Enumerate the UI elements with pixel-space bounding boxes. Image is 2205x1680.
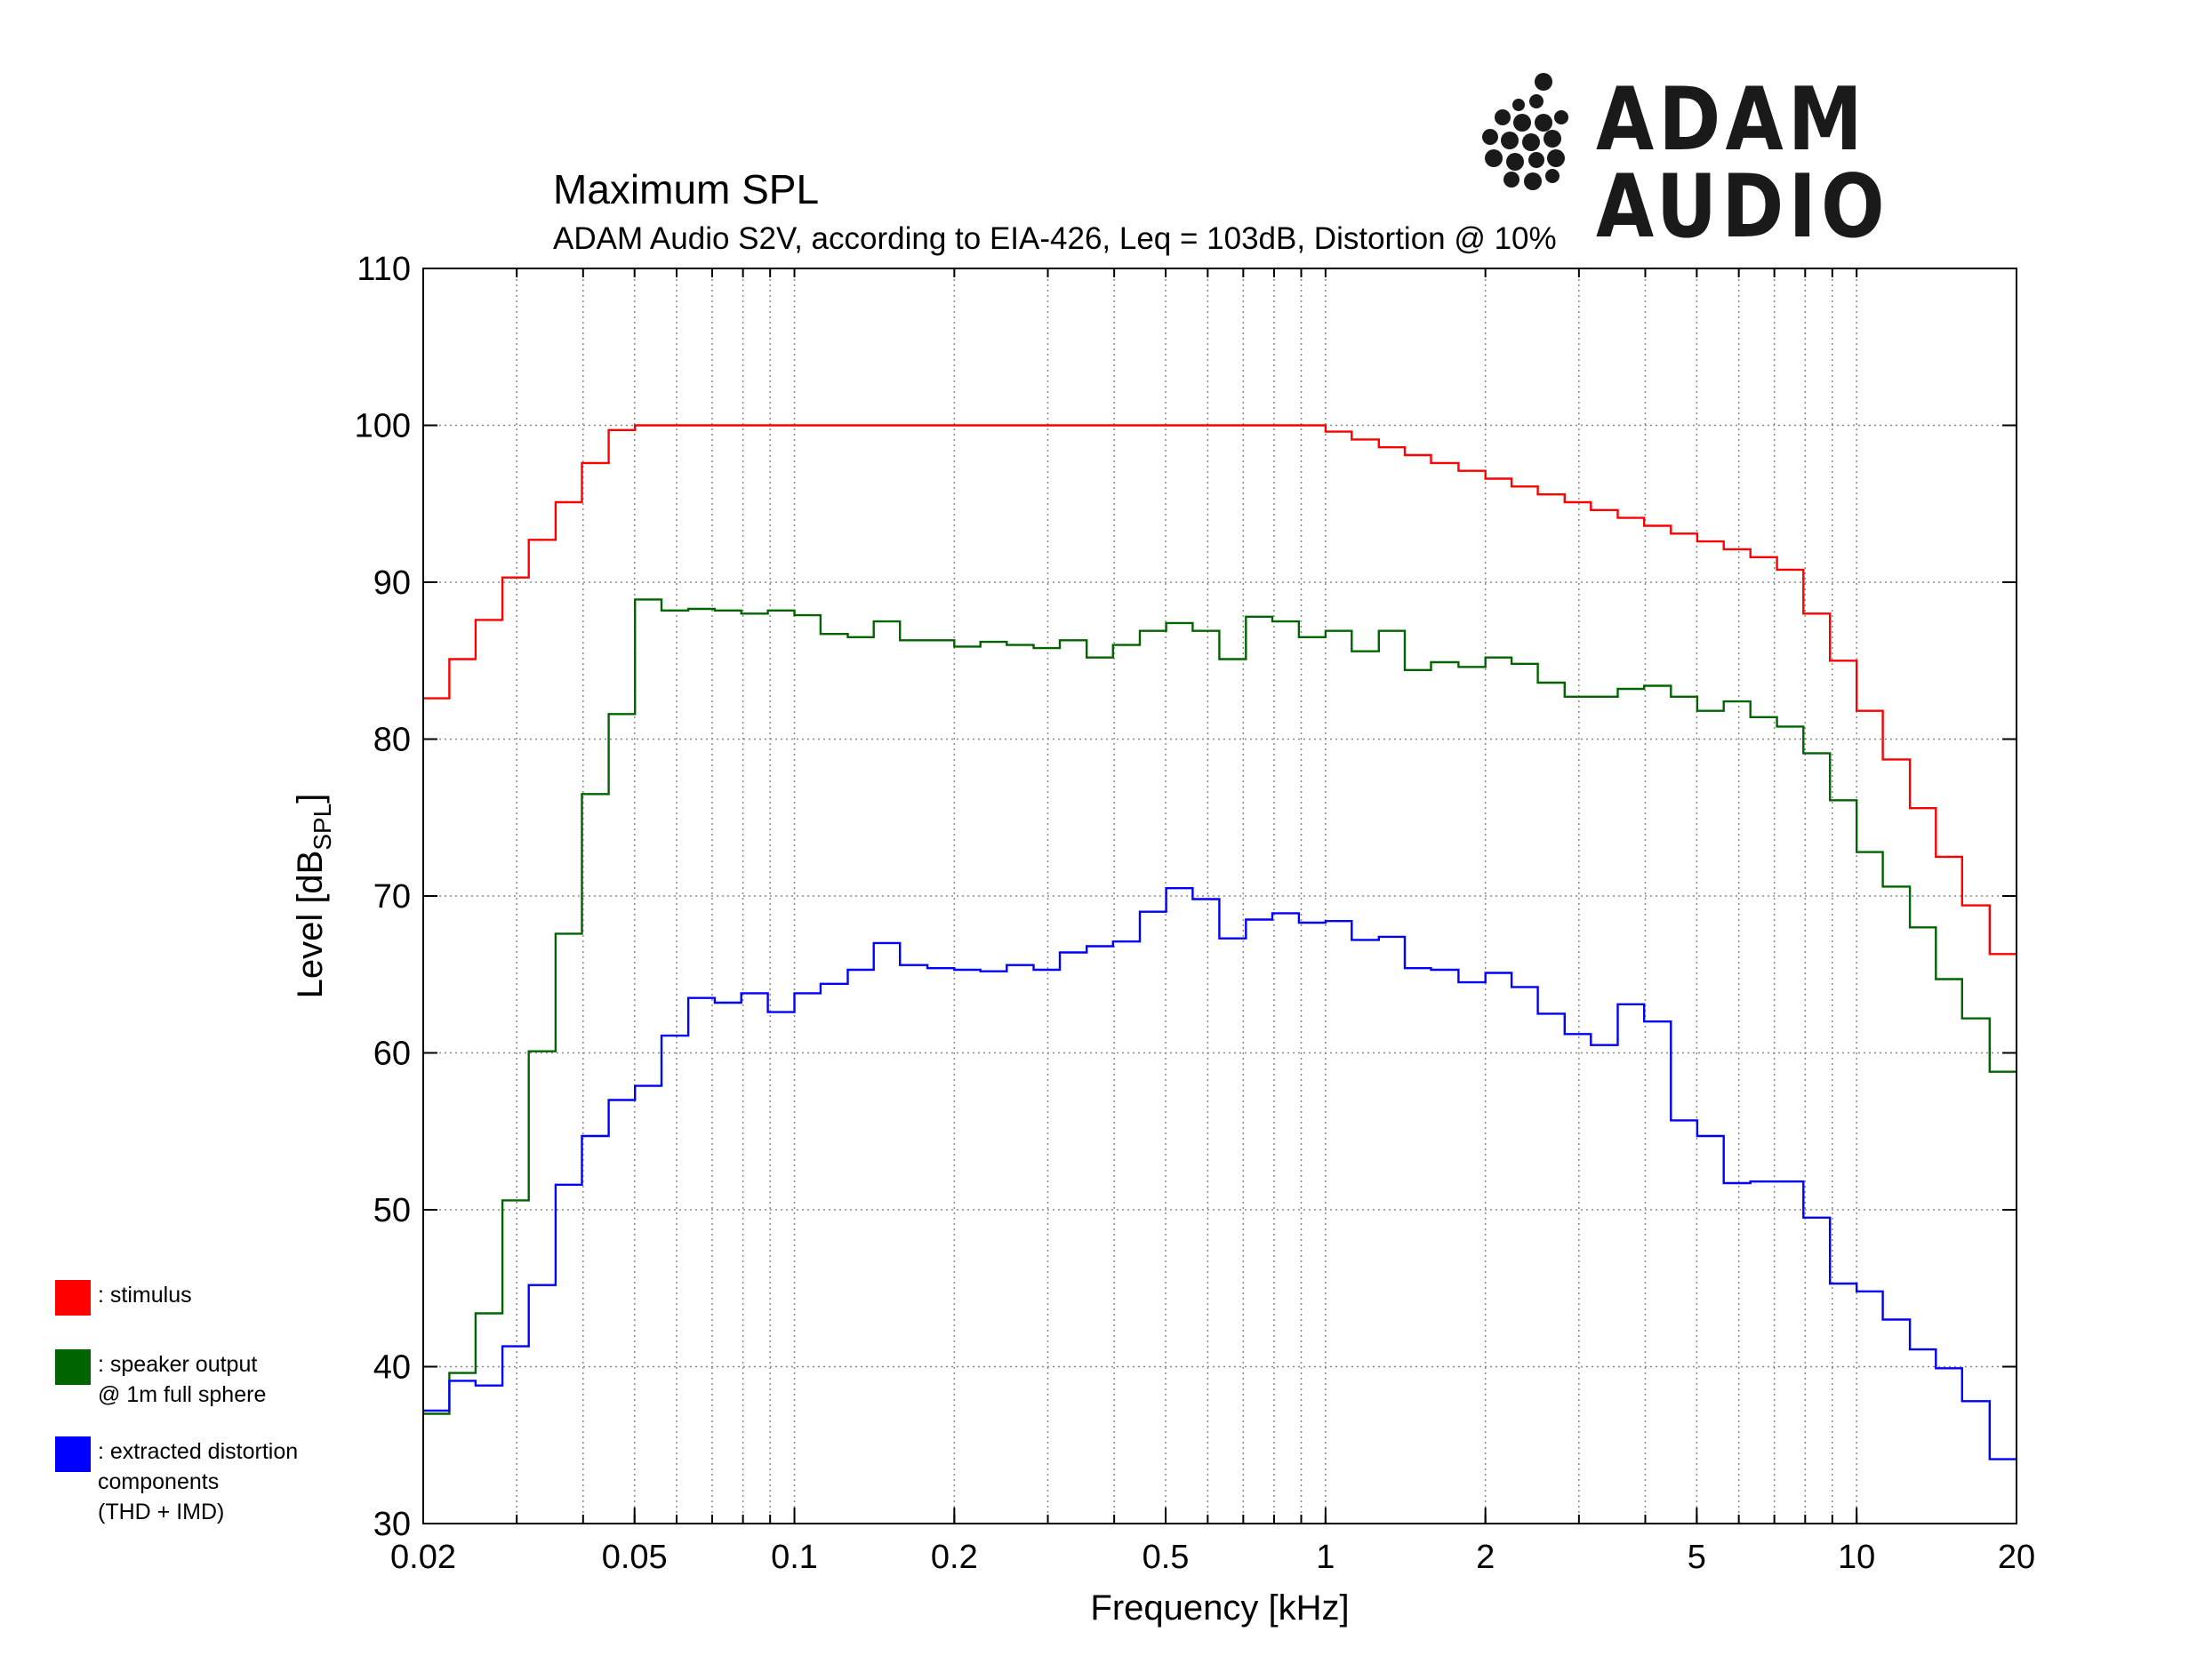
y-tick-label: 60 bbox=[373, 1036, 411, 1073]
brand-wordmark: ADAM AUDIO bbox=[1596, 69, 1889, 258]
x-tick-label: 0.05 bbox=[602, 1539, 668, 1576]
logo-dot bbox=[1528, 152, 1544, 168]
logo-dot bbox=[1535, 73, 1552, 91]
series-line-distortion bbox=[423, 887, 2017, 1460]
y-tick-label: 110 bbox=[357, 251, 411, 288]
y-tick-label: 80 bbox=[373, 722, 411, 759]
y-tick-label: 40 bbox=[373, 1349, 411, 1387]
x-tick-label: 20 bbox=[1998, 1539, 2035, 1576]
x-tick-label: 5 bbox=[1688, 1539, 1706, 1576]
legend-item-distortion: : extracted distortion components (THD +… bbox=[55, 1436, 357, 1527]
y-tick-label: 50 bbox=[373, 1192, 411, 1229]
chart-title: Maximum SPL bbox=[553, 166, 820, 212]
series-line-stimulus bbox=[423, 424, 2017, 956]
y-axis-label: Level [dBSPL] bbox=[291, 794, 336, 999]
logo-dot bbox=[1524, 172, 1542, 190]
logo-dot bbox=[1506, 153, 1524, 171]
x-tick-label: 0.1 bbox=[771, 1539, 818, 1576]
y-axis-label-sub: SPL bbox=[309, 804, 336, 851]
logo-dot bbox=[1495, 109, 1511, 125]
legend-swatch-distortion bbox=[55, 1436, 91, 1472]
logo-dot bbox=[1482, 129, 1498, 145]
tick-labels: 30 40 50 60 70 80 90 100 110 0.02 0.05 0.1 0.2 0.5 1 2 5… bbox=[355, 251, 2036, 1576]
x-tick-label: 1 bbox=[1316, 1539, 1335, 1576]
x-tick-label: 0.2 bbox=[931, 1539, 978, 1576]
legend-label-distortion: : extracted distortion components (THD +… bbox=[98, 1439, 299, 1524]
ticks bbox=[422, 268, 2017, 1524]
logo-dot bbox=[1554, 110, 1568, 124]
y-axis-label-main: Level [dB bbox=[291, 851, 330, 999]
logo-dot bbox=[1503, 172, 1519, 188]
logo-dot bbox=[1545, 169, 1560, 183]
x-axis-label: Frequency [kHz] bbox=[1090, 1588, 1349, 1628]
y-axis-label-end: ] bbox=[291, 794, 330, 804]
x-tick-label: 0.02 bbox=[390, 1539, 456, 1576]
legend: : stimulus : speaker output @ 1m full sp… bbox=[55, 1280, 357, 1561]
grid bbox=[422, 268, 2017, 1524]
legend-label-stimulus: : stimulus bbox=[98, 1283, 192, 1308]
logo-dot bbox=[1535, 114, 1552, 132]
legend-label-speaker-output: : speaker output @ 1m full sphere bbox=[98, 1352, 267, 1407]
y-tick-label: 100 bbox=[355, 408, 411, 445]
dot-cluster-logo-icon bbox=[1482, 73, 1568, 190]
x-tick-label: 0.5 bbox=[1143, 1539, 1190, 1576]
logo-dot bbox=[1522, 133, 1540, 151]
chart-subtitle: ADAM Audio S2V, according to EIA-426, Le… bbox=[553, 221, 1557, 256]
y-tick-label: 90 bbox=[373, 564, 411, 602]
series-layer bbox=[423, 424, 2017, 1460]
x-tick-label: 10 bbox=[1838, 1539, 1875, 1576]
y-tick-label: 70 bbox=[373, 878, 411, 916]
y-tick-label: 30 bbox=[373, 1506, 411, 1543]
logo-dot bbox=[1547, 149, 1565, 167]
legend-item-speaker-output: : speaker output @ 1m full sphere bbox=[55, 1349, 357, 1410]
logo-dot bbox=[1513, 114, 1531, 132]
logo-dot bbox=[1544, 130, 1561, 148]
legend-swatch-stimulus bbox=[55, 1280, 91, 1316]
logo-dot bbox=[1485, 149, 1503, 167]
legend-swatch-speaker-output bbox=[55, 1349, 91, 1385]
logo-dot bbox=[1501, 132, 1519, 149]
x-tick-label: 2 bbox=[1476, 1539, 1495, 1576]
logo-dot bbox=[1529, 94, 1544, 108]
legend-item-stimulus: : stimulus bbox=[55, 1280, 357, 1316]
logo-dot bbox=[1512, 99, 1525, 111]
series-line-speaker-output bbox=[423, 598, 2017, 1415]
